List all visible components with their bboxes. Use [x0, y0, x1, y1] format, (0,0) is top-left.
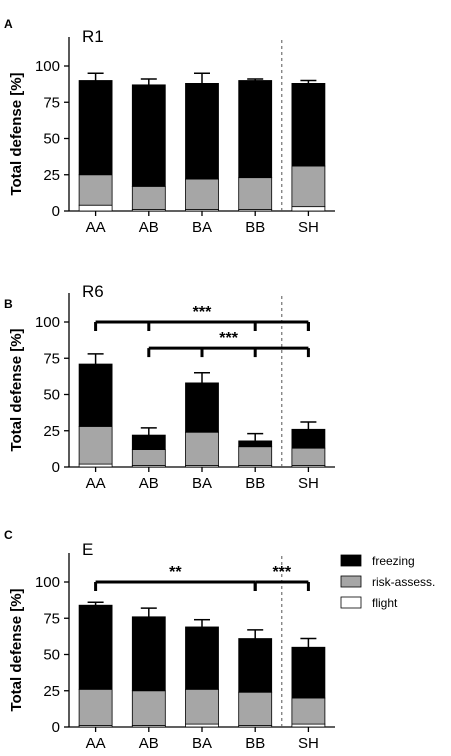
bar-risk-assess: [238, 446, 273, 466]
y-axis-label: Total defense [%]: [8, 328, 25, 451]
legend-swatch: [340, 596, 362, 609]
x-tick-label: BA: [192, 475, 212, 492]
significance-label: ***: [219, 330, 238, 347]
bar-freezing: [185, 83, 219, 180]
bar-risk-assess: [238, 177, 273, 210]
y-tick-label: 50: [43, 647, 60, 664]
x-tick-label: AA: [86, 219, 106, 236]
bar-risk-assess: [291, 165, 326, 208]
bar-risk-assess: [185, 431, 219, 466]
x-tick-label: SH: [298, 735, 319, 752]
y-tick-label: 100: [35, 574, 60, 591]
significance-label: **: [169, 564, 182, 581]
legend-label: freezing: [372, 554, 415, 568]
x-tick-label: BA: [192, 735, 212, 752]
bar-risk-assess: [291, 447, 326, 466]
bar-freezing: [78, 80, 113, 176]
bar-risk-assess: [185, 178, 219, 210]
chart-panel-a: A R1 Total defense [%] 0 25 50 75 100 AA AB BA BB SH: [4, 17, 335, 236]
y-tick-label: 100: [35, 314, 60, 331]
bar-freezing: [78, 604, 113, 690]
bar-risk-assess: [238, 691, 273, 726]
y-tick-label: 100: [35, 58, 60, 75]
bar-risk-assess: [291, 697, 326, 725]
bar-freezing: [238, 80, 273, 179]
y-tick-label: 75: [43, 94, 60, 111]
panel-title: R1: [82, 27, 104, 46]
x-tick-label: AB: [139, 475, 159, 492]
y-tick-label: 25: [43, 167, 60, 184]
bar-freezing: [238, 440, 273, 448]
y-tick-label: 25: [43, 683, 60, 700]
y-tick-label: 0: [52, 719, 60, 736]
panel-title: E: [82, 540, 93, 559]
y-tick-label: 75: [43, 350, 60, 367]
chart-panel-b: B R6 Total defense [%] 0 25 50 75 100 AA AB BA BB SH…: [4, 282, 335, 492]
panel-letter: A: [4, 17, 13, 31]
bar-freezing: [185, 626, 219, 690]
legend-swatch: [340, 575, 362, 588]
panel-title: R6: [82, 282, 104, 301]
bar-freezing: [238, 638, 273, 693]
bar-freezing: [131, 434, 166, 451]
bar-risk-assess: [78, 688, 113, 726]
x-tick-label: BB: [245, 475, 265, 492]
bar-risk-assess: [131, 185, 166, 210]
panel-letter: B: [4, 297, 13, 311]
x-tick-label: BB: [245, 735, 265, 752]
legend-swatch: [340, 554, 362, 567]
y-tick-label: 50: [43, 131, 60, 148]
x-tick-label: SH: [298, 219, 319, 236]
bar-flight: [291, 723, 326, 728]
bar-freezing: [78, 363, 113, 427]
bar-freezing: [291, 428, 326, 449]
panel-letter: C: [4, 528, 13, 542]
significance-label: ***: [193, 304, 212, 321]
x-tick-label: AB: [139, 735, 159, 752]
bar-freezing: [185, 382, 219, 433]
x-tick-label: BB: [245, 219, 265, 236]
legend-label: flight: [372, 596, 398, 610]
chart-panel-c: C E Total defense [%] 0 25 50 75 100 AA AB BA BB SH *…: [4, 528, 435, 752]
x-tick-label: SH: [298, 475, 319, 492]
bar-risk-assess: [78, 425, 113, 465]
bar-flight: [78, 204, 113, 212]
bar-risk-assess: [185, 688, 219, 725]
bar-freezing: [131, 616, 166, 692]
y-tick-label: 50: [43, 387, 60, 404]
legend: freezing risk-assess. flight: [340, 554, 435, 610]
bar-freezing: [131, 84, 166, 187]
bar-risk-assess: [78, 174, 113, 206]
x-tick-label: BA: [192, 219, 212, 236]
y-tick-label: 0: [52, 203, 60, 220]
significance-label: ***: [272, 564, 291, 581]
bar-risk-assess: [131, 449, 166, 466]
x-tick-label: AA: [86, 475, 106, 492]
bar-freezing: [291, 646, 326, 699]
y-tick-label: 0: [52, 459, 60, 476]
y-tick-label: 75: [43, 610, 60, 627]
bar-freezing: [291, 83, 326, 167]
bar-risk-assess: [131, 690, 166, 726]
bar-flight: [78, 463, 113, 468]
bar-flight: [185, 723, 219, 728]
y-axis-label: Total defense [%]: [8, 588, 25, 711]
legend-label: risk-assess.: [372, 575, 435, 589]
x-tick-label: AB: [139, 219, 159, 236]
x-tick-label: AA: [86, 735, 106, 752]
bar-flight: [291, 206, 326, 212]
y-tick-label: 25: [43, 423, 60, 440]
y-axis-label: Total defense [%]: [8, 72, 25, 195]
